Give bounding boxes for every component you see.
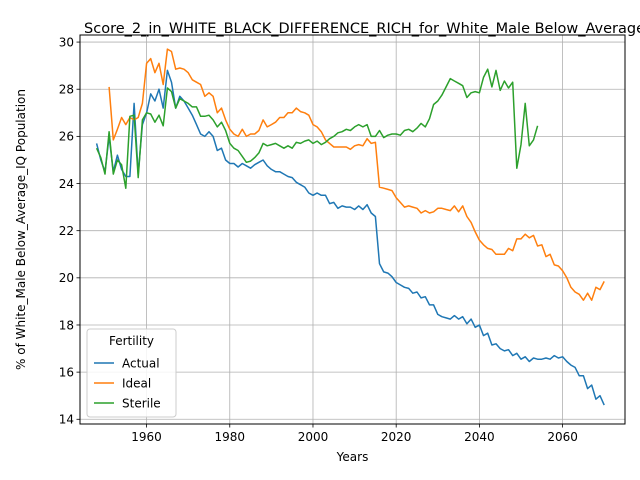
legend: Fertility Actual Ideal Sterile — [86, 328, 177, 418]
legend-label-actual: Actual — [122, 357, 160, 371]
x-tick-label: 2000 — [298, 430, 329, 444]
x-tick-label: 2020 — [381, 430, 412, 444]
legend-entries: Actual Ideal Sterile — [94, 357, 161, 411]
y-tick-label: 24 — [59, 177, 74, 191]
x-tick-label: 2040 — [464, 430, 495, 444]
x-tick-label: 1960 — [131, 430, 162, 444]
plot-area-frame — [79, 34, 626, 425]
y-tick-label: 26 — [59, 130, 74, 144]
y-tick-label: 30 — [59, 35, 74, 49]
axes: 1960 1980 2000 2020 2040 2060 14 16 18 20 22 24 26 28… — [59, 35, 578, 444]
series-line-actual — [95, 69, 605, 406]
chart-title: Score_2_in_WHITE_BLACK_DIFFERENCE_RICH_f… — [84, 21, 640, 37]
legend-box — [86, 328, 177, 418]
y-tick-label: 28 — [59, 83, 74, 97]
legend-label-ideal: Ideal — [122, 377, 151, 391]
y-tick-label: 20 — [59, 271, 74, 285]
x-tick-label: 2060 — [547, 430, 578, 444]
y-tick-label: 22 — [59, 224, 74, 238]
series-line-sterile — [95, 68, 539, 189]
x-tick-label: 1980 — [214, 430, 245, 444]
x-axis-label: Years — [336, 450, 369, 464]
y-tick-label: 16 — [59, 365, 74, 379]
series-line-ideal — [108, 48, 605, 301]
y-tick-label: 14 — [59, 413, 74, 427]
legend-title: Fertility — [109, 334, 154, 348]
legend-label-sterile: Sterile — [122, 397, 161, 411]
series-lines — [95, 48, 605, 406]
y-axis-label: % of White_Male Below_Average_IQ Populat… — [14, 89, 28, 370]
y-tick-label: 18 — [59, 318, 74, 332]
